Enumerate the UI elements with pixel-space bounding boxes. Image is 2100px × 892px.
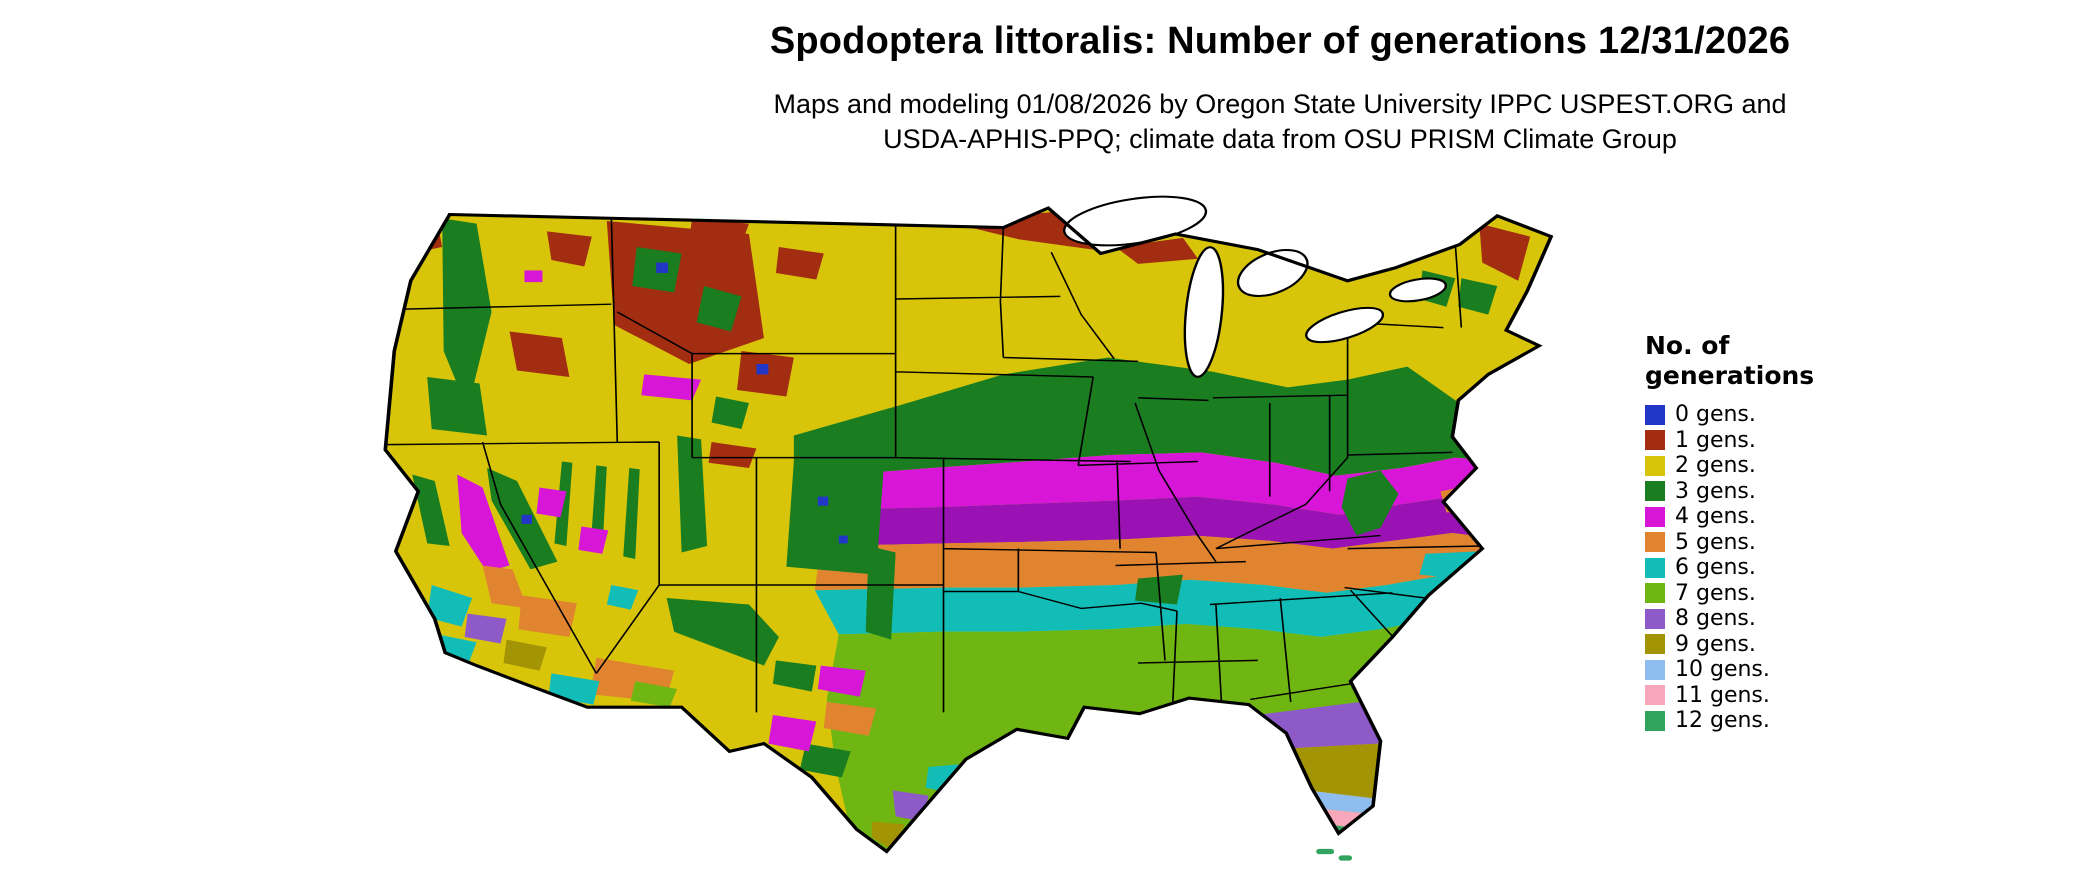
subtitle-line-1: Maps and modeling 01/08/2026 by Oregon S… [773, 89, 1787, 119]
legend-swatch [1645, 481, 1665, 502]
legend-label: 12 gens. [1675, 708, 1770, 734]
band-9-gens-florida [1283, 743, 1380, 799]
band-4-gens [793, 452, 1516, 515]
header: Spodoptera littoralis: Number of generat… [400, 20, 2100, 156]
map-title: Spodoptera littoralis: Number of generat… [769, 20, 1791, 62]
legend-item: 0 gens. [1645, 402, 1814, 428]
legend-item: 5 gens. [1645, 530, 1814, 556]
legend-swatch [1645, 685, 1665, 706]
legend-label: 3 gens. [1675, 478, 1756, 504]
legend-swatch [1645, 455, 1665, 476]
great-lakes [1062, 195, 1448, 378]
legend-item: 10 gens. [1645, 657, 1814, 683]
lake-erie [1305, 306, 1385, 344]
legend-label: 1 gens. [1675, 427, 1756, 453]
legend-item: 6 gens. [1645, 555, 1814, 581]
legend-item: 1 gens. [1645, 428, 1814, 454]
legend-label: 9 gens. [1675, 631, 1756, 657]
legend-item: 11 gens. [1645, 683, 1814, 709]
legend-item: 2 gens. [1645, 453, 1814, 479]
legend-swatch [1645, 557, 1665, 578]
legend-item: 3 gens. [1645, 479, 1814, 505]
lake-michigan [1183, 246, 1225, 378]
state-borders [385, 214, 1483, 713]
legend-title: No. of generations [1645, 331, 1814, 390]
subtitle-line-2: USDA-APHIS-PPQ; climate data from OSU PR… [883, 123, 1677, 154]
legend-label: 4 gens. [1675, 504, 1756, 530]
terrain-patches [407, 211, 1531, 851]
legend-swatch [1645, 608, 1665, 629]
legend-swatch [1645, 634, 1665, 655]
legend-item: 7 gens. [1645, 581, 1814, 607]
legend-label: 10 gens. [1675, 657, 1770, 683]
legend-swatch [1645, 404, 1665, 425]
legend-item: 8 gens. [1645, 606, 1814, 632]
legend-title-line-2: generations [1645, 360, 1815, 390]
map-subtitle: Maps and modeling 01/08/2026 by Oregon S… [400, 87, 2100, 156]
band-7-gens [826, 618, 1516, 852]
lake-ontario [1388, 277, 1448, 303]
legend-label: 8 gens. [1675, 606, 1756, 632]
legend-swatch [1645, 659, 1665, 680]
map-legend: No. of generations 0 gens. 1 gens. 2 gen… [1645, 331, 1814, 734]
legend-item: 4 gens. [1645, 504, 1814, 530]
band-5-gens [814, 533, 1516, 593]
band-3-gens [793, 357, 1516, 479]
band-6-gens [814, 574, 1516, 637]
legend-label: 2 gens. [1675, 453, 1756, 479]
legend-entries: 0 gens. 1 gens. 2 gens. 3 gens. 4 gens. … [1645, 402, 1814, 734]
legend-label: 6 gens. [1675, 555, 1756, 581]
legend-swatch [1645, 506, 1665, 527]
legend-label: 11 gens. [1675, 682, 1770, 708]
legend-label: 5 gens. [1675, 529, 1756, 555]
legend-swatch [1645, 710, 1665, 731]
legend-label: 0 gens. [1675, 402, 1756, 428]
legend-title-line-1: No. of [1645, 331, 1730, 360]
band-4-gens-shade [820, 496, 1516, 549]
us-outline [383, 206, 1554, 854]
legend-item: 9 gens. [1645, 632, 1814, 658]
legend-item: 12 gens. [1645, 708, 1814, 734]
map-container [300, 156, 1602, 884]
legend-swatch [1645, 430, 1665, 451]
us-generations-map [383, 195, 1554, 861]
legend-swatch [1645, 583, 1665, 604]
patches-9-gens [503, 639, 905, 851]
patches-0-gens [521, 262, 848, 544]
legend-swatch [1645, 532, 1665, 553]
patches-7-gens [630, 681, 678, 708]
legend-label: 7 gens. [1675, 580, 1756, 606]
generation-bands [793, 357, 1516, 852]
florida-keys [1316, 848, 1353, 861]
patches-4-gens [457, 270, 866, 752]
